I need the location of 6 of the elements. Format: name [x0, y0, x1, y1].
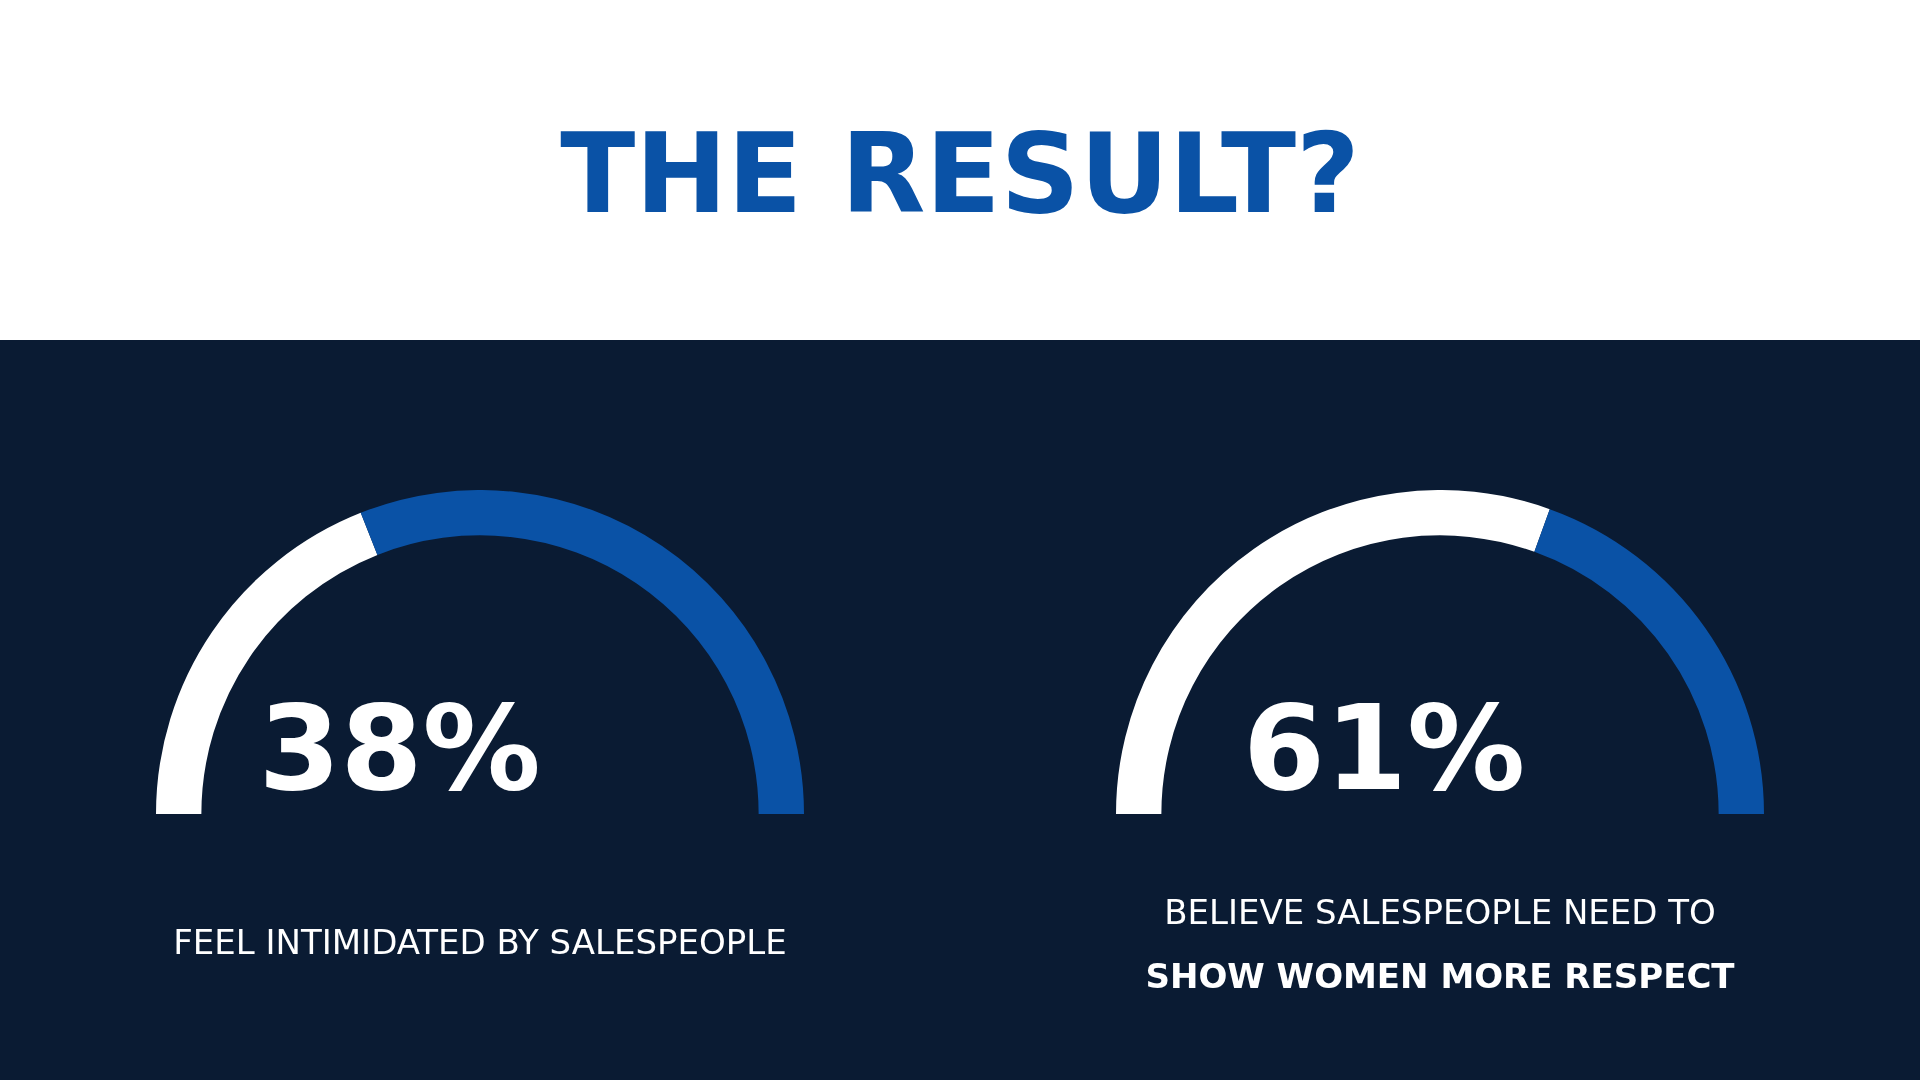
- text: BELIEVE SALESPEOPLE NEED TO: [1163, 891, 1717, 934]
- chart-title: THE RESULT?: [559, 110, 1361, 238]
- text: SHOW WOMEN MORE RESPECT: [1144, 955, 1736, 998]
- text: FEEL INTIMIDATED BY SALESPEOPLE: [172, 921, 788, 964]
- data-label: 61%: [1242, 679, 1526, 817]
- data-label: 38%: [258, 679, 541, 817]
